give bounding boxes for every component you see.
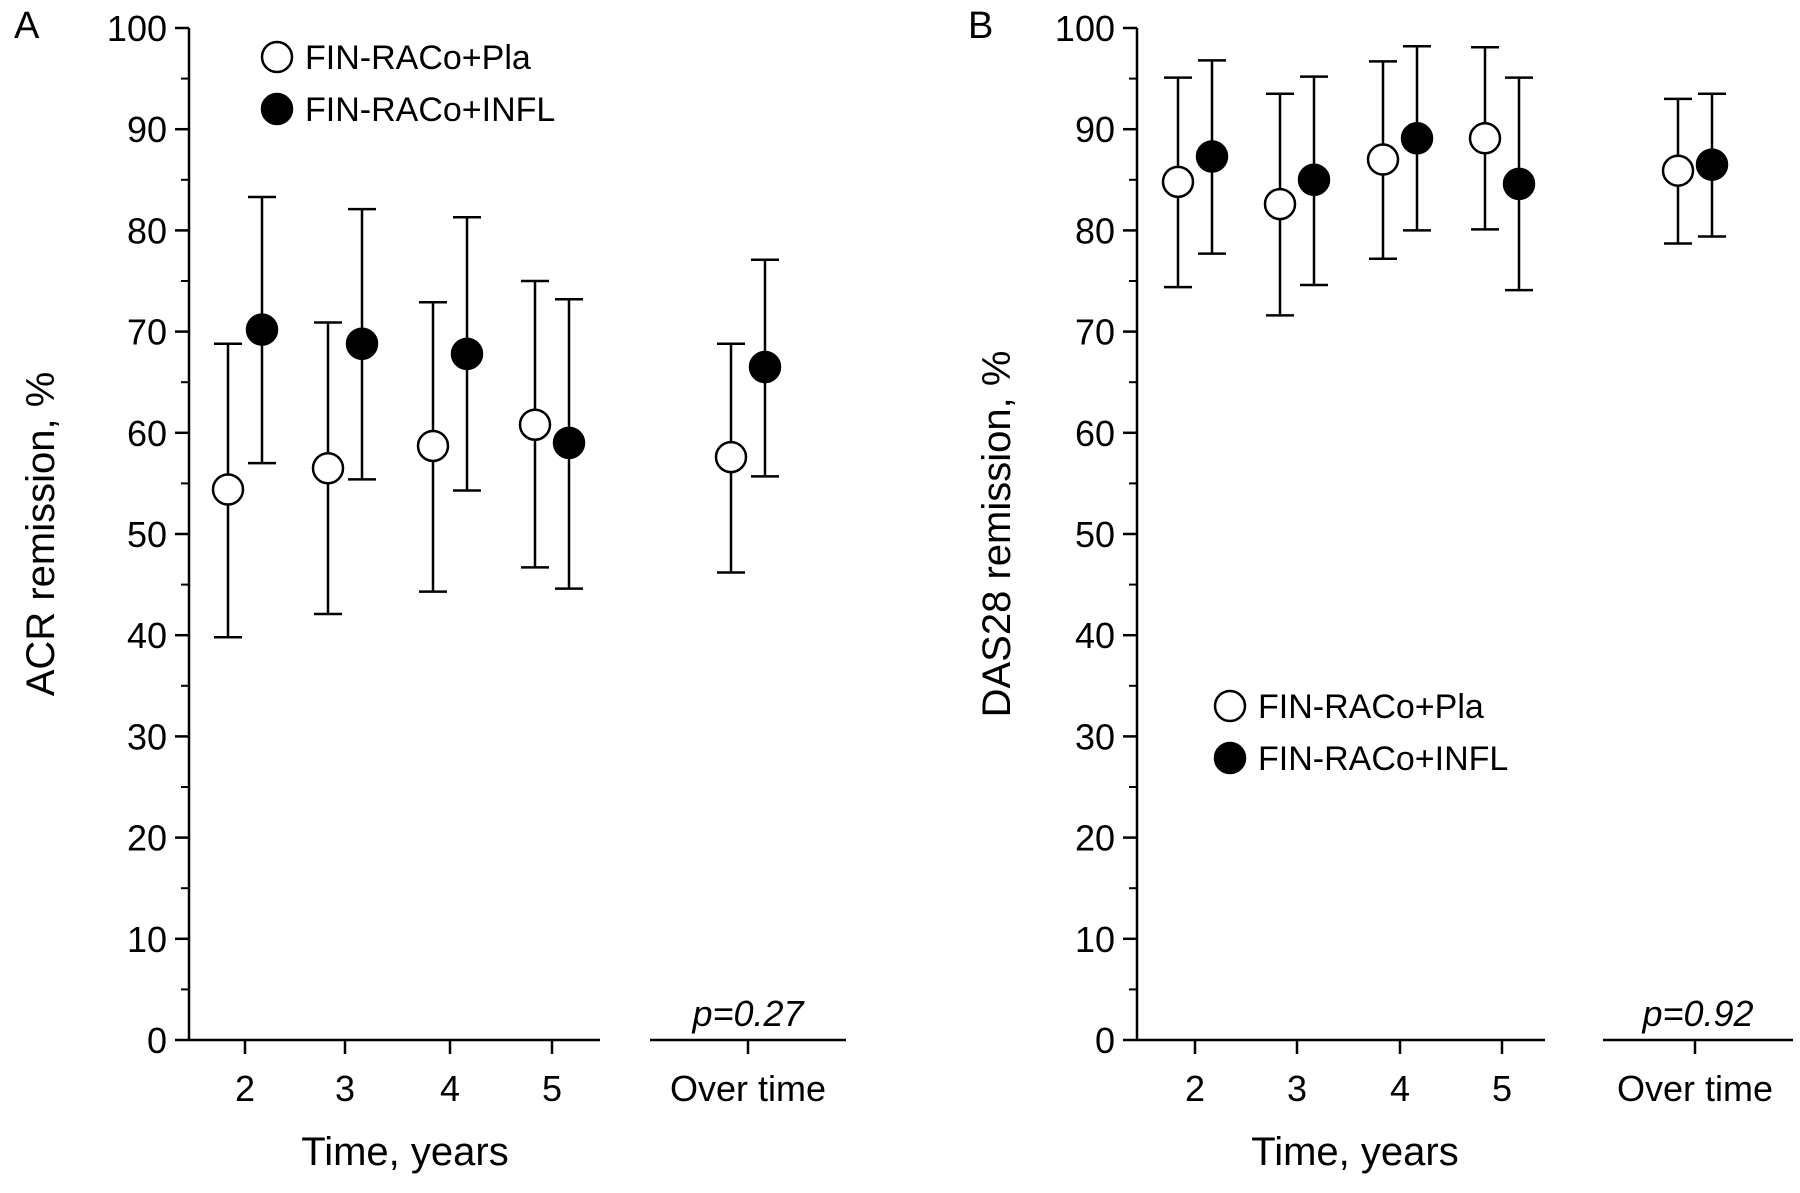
- y-tick-label: 20: [127, 818, 167, 859]
- y-tick-label: 70: [127, 312, 167, 353]
- y-tick-label: 0: [147, 1020, 167, 1061]
- x-tick-label: 5: [1492, 1068, 1512, 1109]
- data-point: [211, 473, 245, 506]
- x-axis-title: Time, years: [301, 1130, 508, 1174]
- legend-label: FIN-RACo+INFL: [305, 91, 555, 129]
- data-point: [311, 451, 345, 485]
- y-tick-label: 10: [1075, 919, 1115, 960]
- p-value-label: p=0.27: [691, 993, 805, 1034]
- data-point: [1661, 154, 1695, 187]
- series-infliximab: [245, 195, 782, 590]
- x-tick-label: 2: [235, 1068, 255, 1109]
- data-point: [1695, 148, 1729, 181]
- y-tick-label: 40: [127, 615, 167, 656]
- y-axis-title: ACR remission, %: [19, 372, 63, 697]
- x-axis-title: Time, years: [1251, 1130, 1458, 1174]
- y-axis-title: DAS28 remission, %: [975, 351, 1019, 718]
- x-tick-label: 3: [1287, 1068, 1307, 1109]
- data-point: [245, 313, 279, 346]
- data-point: [552, 426, 586, 460]
- series-infliximab: [1195, 44, 1729, 292]
- x-tick-label: 2: [1185, 1068, 1205, 1109]
- data-point: [1502, 167, 1536, 201]
- x-tick-label: Over time: [1617, 1068, 1773, 1109]
- data-point: [748, 350, 782, 384]
- data-point: [1195, 140, 1229, 173]
- data-point: [714, 440, 748, 474]
- y-tick-label: 30: [127, 716, 167, 757]
- legend-marker: [260, 40, 294, 74]
- x-tick-label: Over time: [670, 1068, 826, 1109]
- data-point: [1400, 122, 1434, 155]
- y-tick-label: 50: [127, 514, 167, 555]
- series-placebo: [1161, 45, 1695, 317]
- y-tick-label: 0: [1095, 1020, 1115, 1061]
- y-tick-label: 90: [127, 109, 167, 150]
- data-point: [416, 429, 450, 463]
- chart-panel-b: B 0 10 20 30 40 50 60 70 80 90 100 2 3 4 5 Over time DAS2…: [968, 5, 1793, 1174]
- y-tick-label: 40: [1075, 615, 1115, 656]
- chart-panel-a: A 0 10 20 30 40 50 60 70 80 90 100 2 3 4 5 Over time ACR …: [14, 5, 846, 1174]
- panel-letter: A: [14, 5, 40, 47]
- series-placebo: [211, 279, 748, 639]
- y-tick-label: 60: [127, 413, 167, 454]
- legend-marker: [1213, 741, 1247, 775]
- legend-marker: [260, 92, 294, 126]
- y-tick-label: 90: [1075, 109, 1115, 150]
- data-point: [1366, 143, 1400, 176]
- legend-label: FIN-RACo+Pla: [1258, 688, 1484, 726]
- data-point: [518, 408, 552, 441]
- x-tick-label: 4: [440, 1068, 460, 1109]
- legend: FIN-RACo+Pla FIN-RACo+INFL: [1213, 688, 1508, 778]
- legend-label: FIN-RACo+Pla: [305, 39, 531, 77]
- panel-letter: B: [968, 5, 993, 47]
- y-tick-label: 30: [1075, 716, 1115, 757]
- y-tick-label: 10: [127, 919, 167, 960]
- legend: FIN-RACo+Pla FIN-RACo+INFL: [260, 39, 555, 129]
- y-tick-label: 80: [127, 210, 167, 251]
- y-tick-label: 50: [1075, 514, 1115, 555]
- data-point: [1468, 122, 1502, 155]
- data-point: [1297, 163, 1331, 197]
- legend-label: FIN-RACo+INFL: [1258, 740, 1508, 778]
- x-tick-label: 4: [1390, 1068, 1410, 1109]
- y-tick-label: 20: [1075, 818, 1115, 859]
- y-tick-label: 100: [107, 8, 167, 49]
- y-tick-label: 70: [1075, 312, 1115, 353]
- data-point: [1161, 165, 1195, 199]
- y-tick-label: 80: [1075, 210, 1115, 251]
- data-point: [345, 327, 379, 360]
- x-tick-label: 3: [335, 1068, 355, 1109]
- x-tick-label: 5: [542, 1068, 562, 1109]
- y-tick-label: 100: [1055, 8, 1115, 49]
- data-point: [450, 337, 484, 371]
- y-tick-label: 60: [1075, 413, 1115, 454]
- legend-marker: [1213, 689, 1247, 723]
- data-point: [1263, 187, 1297, 221]
- p-value-label: p=0.92: [1641, 993, 1753, 1034]
